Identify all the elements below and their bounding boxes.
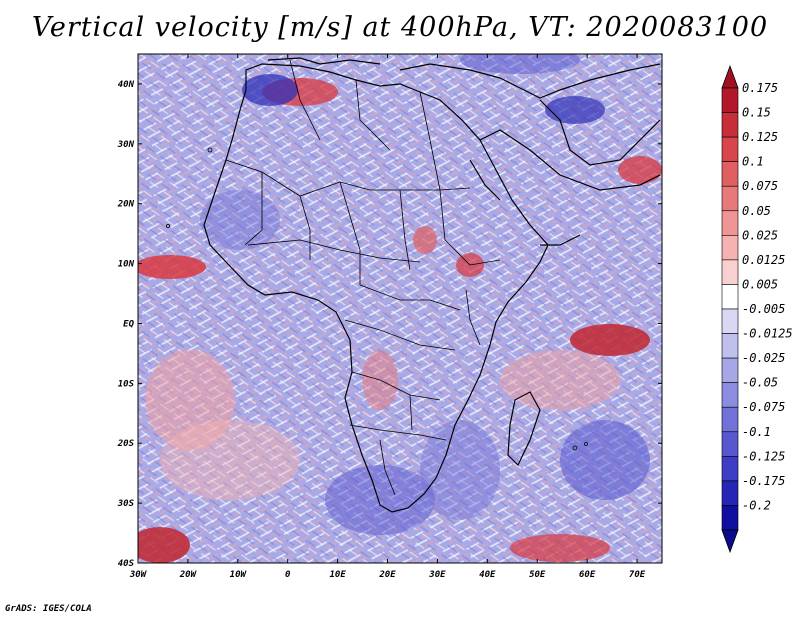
colorbar-swatch (721, 431, 739, 457)
colorbar-swatch (721, 480, 739, 506)
colorbar-label: 0.15 (742, 106, 771, 120)
colorbar-label: -0.175 (742, 474, 785, 488)
lat-label: 20N (117, 200, 135, 210)
colorbar-label: -0.0125 (742, 327, 793, 341)
colorbar-swatch (721, 210, 739, 236)
plot-frame (137, 53, 663, 564)
colorbar-label: -0.025 (742, 351, 785, 365)
lon-label: 70E (629, 570, 646, 580)
colorbar-label: 0.0125 (742, 253, 785, 267)
colorbar-swatch (721, 284, 739, 310)
lat-label: 10N (118, 260, 135, 270)
colorbar-swatch (721, 235, 739, 261)
colorbar-swatch (721, 112, 739, 138)
colorbar-label: 0.1 (742, 155, 764, 169)
colorbar-top-arrow (721, 64, 739, 89)
lon-label: 20E (378, 570, 396, 580)
lon-label: 40E (479, 570, 496, 580)
lon-label: 50E (529, 570, 546, 580)
country-borders (225, 59, 501, 496)
colorbar-label: 0.005 (742, 277, 778, 291)
lon-label: 10W (230, 570, 248, 580)
footer-credit: GrADS: IGES/COLA (5, 604, 92, 614)
lat-label: 40S (118, 559, 135, 569)
lat-label: 30N (117, 140, 135, 150)
lat-label: 20S (117, 439, 135, 449)
colorbar-label: -0.2 (742, 498, 771, 512)
colorbar-label: -0.05 (742, 376, 778, 390)
longitude-axis: 30W 20W 10W 0 10E 20E 30E 40E 50E 60E 70E (129, 54, 646, 580)
colorbar-label: -0.005 (742, 302, 785, 316)
map-title: Vertical velocity [m/s] at 400hPa, VT: 2… (31, 12, 769, 43)
lon-label: 30E (428, 570, 446, 580)
lat-label: 30S (117, 499, 135, 509)
lon-label: 60E (579, 570, 596, 580)
lon-label: 0 (285, 570, 291, 580)
colorbar-swatch (721, 185, 739, 212)
lat-label: 40N (118, 80, 135, 90)
lon-label: 30W (129, 570, 148, 580)
colorbar-swatch (721, 505, 739, 531)
colorbar-label: 0.175 (742, 81, 778, 95)
colorbar-swatch (721, 308, 739, 334)
coastlines (203, 57, 661, 513)
colorbar-bottom-arrow (721, 529, 739, 554)
colorbar-swatch (721, 333, 739, 359)
colorbar-label: 0.125 (742, 130, 778, 144)
colorbar: 0.175 0.15 0.125 0.1 0.075 0.05 0.025 0.0125 0.0… (721, 64, 793, 554)
colorbar-label: 0.075 (742, 179, 778, 193)
colorbar-swatch (721, 406, 739, 433)
colorbar-label: 0.025 (742, 228, 778, 242)
colorbar-label: -0.125 (742, 449, 785, 463)
lon-label: 20W (179, 570, 198, 580)
colorbar-swatch (721, 456, 739, 482)
colorbar-swatch (721, 259, 739, 285)
colorbar-swatch (721, 136, 739, 162)
colorbar-swatch (721, 357, 739, 383)
colorbar-swatch (721, 382, 739, 408)
lat-label: EQ (123, 319, 134, 329)
colorbar-label: -0.1 (742, 425, 771, 439)
colorbar-label: -0.075 (742, 400, 785, 414)
lat-label: 10S (118, 379, 135, 389)
colorbar-swatch (721, 161, 739, 187)
colorbar-label: 0.05 (742, 204, 771, 218)
vertical-velocity-field (138, 54, 662, 563)
latitude-axis: 40N 30N 20N 10N EQ 10S 20S 30S 40S (117, 80, 662, 569)
colorbar-swatch (721, 87, 739, 113)
lon-label: 10E (329, 570, 346, 580)
